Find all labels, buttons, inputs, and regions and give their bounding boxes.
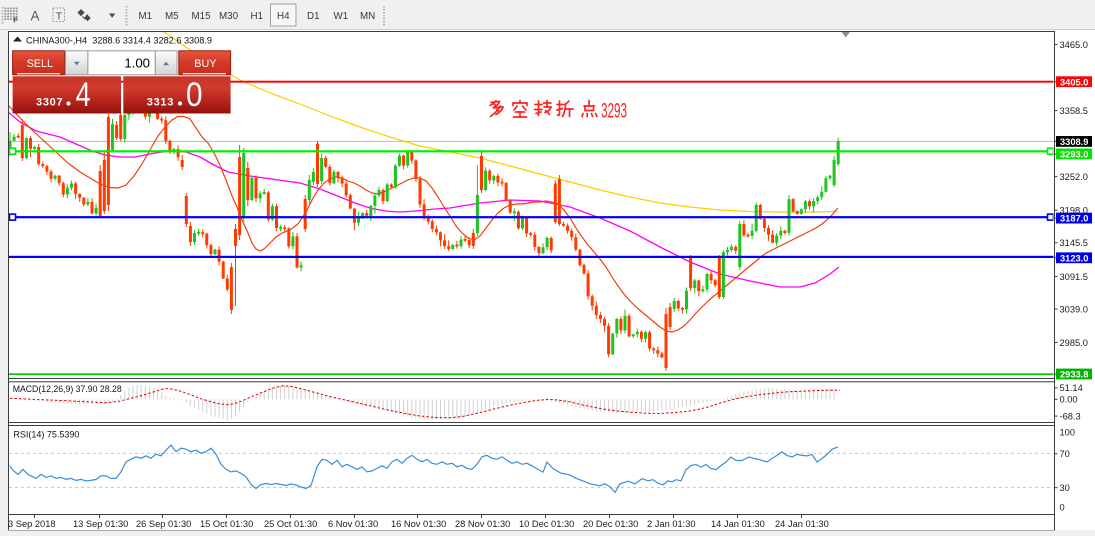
svg-text:MACD(12,26,9) 37.90 28.28: MACD(12,26,9) 37.90 28.28 [13,383,122,394]
svg-text:15 Oct 01:30: 15 Oct 01:30 [200,519,253,529]
svg-text:26 Sep 01:30: 26 Sep 01:30 [136,519,191,529]
svg-text:10 Dec 01:30: 10 Dec 01:30 [519,519,574,529]
svg-text:2933.8: 2933.8 [1060,370,1088,380]
svg-text:3293: 3293 [601,100,627,123]
svg-text:25 Oct 01:30: 25 Oct 01:30 [264,519,317,529]
svg-text:3293.0: 3293.0 [1060,150,1088,160]
svg-text:30: 30 [1060,483,1070,493]
svg-text:H1: H1 [251,11,264,22]
svg-text:SELL: SELL [27,58,53,70]
svg-text:3465.0: 3465.0 [1060,40,1088,50]
svg-text:A: A [31,9,40,24]
svg-text:3198.0: 3198.0 [1060,206,1088,216]
svg-text:BUY: BUY [194,58,216,70]
svg-text:RSI(14) 75.5390: RSI(14) 75.5390 [13,428,79,439]
svg-text:4: 4 [76,76,91,114]
svg-text:0.00: 0.00 [1060,395,1078,405]
svg-text:51.14: 51.14 [1060,383,1083,393]
svg-text:13 Sep 01:30: 13 Sep 01:30 [73,519,128,529]
svg-text:M5: M5 [165,11,179,22]
svg-text:3091.5: 3091.5 [1060,272,1088,282]
svg-text:0: 0 [1060,503,1065,513]
svg-text:3039.0: 3039.0 [1060,304,1088,314]
svg-text:CHINA300-,H4 3288.6 3314.4 32: CHINA300-,H4 3288.6 3314.4 3282.6 3308.9 [26,35,212,46]
svg-text:1.00: 1.00 [124,56,150,71]
svg-text:H4: H4 [277,11,290,22]
svg-text:28 Nov 01:30: 28 Nov 01:30 [455,519,510,529]
svg-text:D1: D1 [307,11,320,22]
svg-text:2985.0: 2985.0 [1060,338,1088,348]
svg-text:MN: MN [360,11,375,22]
svg-text:16 Nov 01:30: 16 Nov 01:30 [391,519,446,529]
svg-text:3187.0: 3187.0 [1060,214,1088,224]
svg-text:W1: W1 [334,11,349,22]
svg-text:3358.5: 3358.5 [1060,106,1088,116]
svg-text:-68.3: -68.3 [1060,412,1081,422]
svg-text:0: 0 [186,76,203,114]
svg-text:3252.0: 3252.0 [1060,172,1088,182]
svg-text:M1: M1 [139,11,153,22]
svg-text:14 Jan 01:30: 14 Jan 01:30 [711,519,765,529]
svg-text:M15: M15 [192,11,212,22]
svg-text:20 Dec 01:30: 20 Dec 01:30 [583,519,638,529]
svg-text:3123.0: 3123.0 [1060,253,1088,263]
svg-text:3313: 3313 [147,96,174,108]
svg-text:M30: M30 [219,11,239,22]
svg-text:2 Jan 01:30: 2 Jan 01:30 [647,519,696,529]
svg-text:100: 100 [1060,427,1076,437]
svg-text:3145.5: 3145.5 [1060,238,1088,248]
svg-text:3308.9: 3308.9 [1060,137,1088,147]
svg-text:3 Sep 2018: 3 Sep 2018 [8,519,56,529]
svg-text:24 Jan 01:30: 24 Jan 01:30 [775,519,829,529]
svg-text:3405.0: 3405.0 [1060,77,1088,87]
svg-text:6 Nov 01:30: 6 Nov 01:30 [328,519,378,529]
svg-text:3307: 3307 [36,96,63,108]
svg-text:F: F [13,16,18,25]
svg-text:70: 70 [1060,449,1070,459]
svg-text:T: T [56,11,63,23]
